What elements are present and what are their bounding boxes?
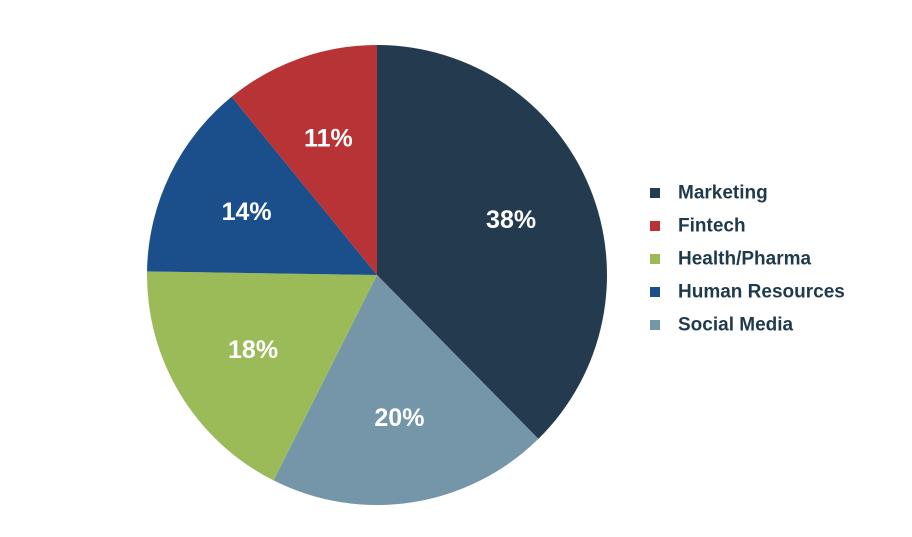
pie-slices (146, 45, 607, 505)
legend-swatch-social-media (650, 320, 660, 330)
data-label-human-resources: 14% (222, 198, 272, 226)
legend-item-marketing: Marketing (650, 183, 768, 204)
legend-label-fintech: Fintech (678, 216, 746, 237)
legend-label-social-media: Social Media (678, 315, 794, 336)
legend-item-fintech: Fintech (650, 216, 746, 237)
pie-slice-human-resources (147, 96, 377, 275)
data-label-fintech: 11% (304, 124, 353, 152)
legend: Marketing Fintech Health/Pharma Human Resou… (650, 183, 845, 336)
legend-item-health-pharma: Health/Pharma (650, 249, 811, 270)
data-label-health-pharma: 18% (228, 336, 278, 364)
legend-label-human-resources: Human Resources (678, 282, 845, 303)
data-label-marketing: 38% (486, 206, 536, 234)
pie-data-labels: 38% 20% 18% 14% 11% (222, 124, 537, 432)
legend-swatch-marketing (650, 188, 660, 198)
pie-slice-health-pharma (146, 271, 377, 481)
legend-swatch-human-resources (650, 287, 660, 297)
legend-label-marketing: Marketing (678, 183, 768, 204)
legend-label-health-pharma: Health/Pharma (678, 249, 811, 270)
legend-swatch-health-pharma (650, 254, 660, 264)
pie-slice-marketing (377, 45, 607, 439)
legend-item-human-resources: Human Resources (650, 282, 845, 303)
data-label-social-media: 20% (374, 404, 424, 432)
pie-slice-social-media (273, 275, 539, 505)
pie-slice-fintech (231, 45, 377, 275)
legend-swatch-fintech (650, 221, 660, 231)
legend-item-social-media: Social Media (650, 315, 794, 336)
